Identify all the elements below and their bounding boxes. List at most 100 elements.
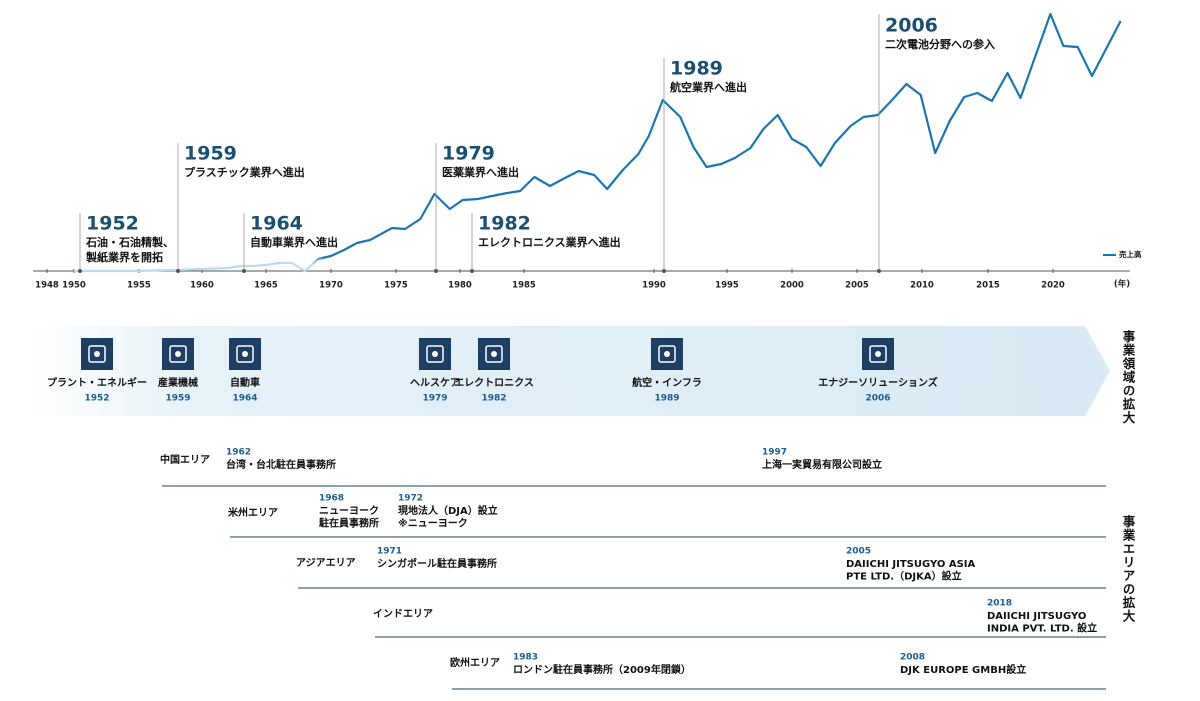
milestone-year: 1989 bbox=[670, 58, 723, 80]
event-text: 上海一実貿易有限公司設立 bbox=[762, 458, 882, 471]
x-tick-label: 1960 bbox=[190, 281, 214, 291]
domain-label: ヘルスケア bbox=[410, 377, 460, 389]
event-year: 1962 bbox=[226, 448, 251, 458]
milestone-year: 1952 bbox=[86, 213, 139, 235]
domain-icon-glyph bbox=[236, 345, 254, 363]
milestone-year: 1959 bbox=[184, 143, 237, 165]
domain-icon-glyph bbox=[875, 351, 881, 357]
milestone-year: 1964 bbox=[250, 213, 303, 235]
domain-year: 1952 bbox=[84, 394, 109, 404]
domain-icon-glyph bbox=[485, 345, 503, 363]
milestone-text: 石油・石油精製、 bbox=[85, 235, 174, 249]
event-text: INDIA PVT. LTD. 設立 bbox=[987, 622, 1097, 635]
domain-band bbox=[33, 326, 1110, 416]
milestone-year: 2006 bbox=[885, 15, 938, 37]
x-tick-label: 1950 bbox=[62, 281, 86, 291]
domain-year: 1989 bbox=[654, 394, 679, 404]
event-text: DJK EUROPE GMBH設立 bbox=[900, 663, 1026, 676]
area-label: アジアエリア bbox=[296, 557, 356, 569]
domain-icon-glyph bbox=[169, 345, 187, 363]
x-tick-label: 1965 bbox=[254, 281, 278, 291]
domain-icon-glyph bbox=[175, 351, 181, 357]
milestone-text: 医薬業界へ進出 bbox=[442, 165, 519, 179]
event-year: 1983 bbox=[513, 653, 538, 663]
x-tick-label: 1948 bbox=[35, 281, 59, 291]
event-year: 1968 bbox=[319, 494, 344, 504]
event-year: 2018 bbox=[987, 599, 1012, 609]
event-text: ニューヨーク bbox=[319, 505, 379, 517]
x-tick-label: 1975 bbox=[384, 281, 408, 291]
milestone-text: 航空業界へ進出 bbox=[670, 80, 747, 94]
event-year: 1997 bbox=[762, 448, 787, 458]
milestone-year: 1979 bbox=[442, 143, 495, 165]
domain-label: 産業機械 bbox=[158, 376, 198, 389]
domain-year: 1979 bbox=[422, 394, 447, 404]
domain-title: 事業領域の拡大 bbox=[1121, 329, 1136, 425]
milestone-dot bbox=[176, 269, 180, 273]
x-tick-label: 2020 bbox=[1041, 281, 1065, 291]
domain-icon-glyph bbox=[242, 351, 248, 357]
event-year: 1972 bbox=[398, 494, 423, 504]
domain-icon-glyph bbox=[94, 351, 100, 357]
domain-label: 自動車 bbox=[230, 376, 260, 389]
domain-icon-glyph bbox=[432, 351, 438, 357]
domain-label: エナジーソリューションズ bbox=[818, 376, 938, 389]
domain-year: 1959 bbox=[165, 394, 190, 404]
domain-icon-glyph bbox=[88, 345, 106, 363]
milestone-text: エレクトロニクス業界へ進出 bbox=[478, 235, 621, 249]
area-label: 米州エリア bbox=[228, 506, 278, 519]
x-tick-label: 1970 bbox=[319, 281, 343, 291]
event-text: DAIICHI JITSUGYO bbox=[987, 611, 1086, 622]
event-text: PTE LTD.（DJKA）設立 bbox=[846, 570, 962, 583]
event-text: 台湾・台北駐在員事務所 bbox=[226, 458, 336, 471]
milestone-text: プラスチック業界へ進出 bbox=[184, 165, 305, 179]
milestone-year: 1982 bbox=[478, 213, 531, 235]
milestone-text: 二次電池分野への参入 bbox=[885, 37, 995, 51]
event-text: シンガポール駐在員事務所 bbox=[377, 557, 497, 570]
x-tick-label: 1980 bbox=[448, 281, 472, 291]
domain-icon-glyph bbox=[869, 345, 887, 363]
event-year: 1971 bbox=[377, 547, 402, 557]
x-tick-label: 1990 bbox=[642, 281, 666, 291]
domain-year: 1982 bbox=[481, 394, 506, 404]
event-text: ロンドン駐在員事務所（2009年閉鎖） bbox=[513, 663, 691, 676]
legend-label: 売上高 bbox=[1119, 249, 1142, 259]
milestone-dot bbox=[662, 269, 666, 273]
event-year: 2008 bbox=[900, 653, 925, 663]
domain-icon-glyph bbox=[491, 351, 497, 357]
x-tick-label: 2005 bbox=[845, 281, 869, 291]
x-tick-label: 2015 bbox=[976, 281, 1000, 291]
milestone-dot bbox=[434, 269, 438, 273]
event-text: 駐在員事務所 bbox=[319, 517, 379, 530]
x-tick-label: 1955 bbox=[127, 281, 151, 291]
domain-year: 1964 bbox=[232, 394, 257, 404]
x-tick-label: 1995 bbox=[715, 281, 739, 291]
x-tick-label: 2000 bbox=[780, 281, 804, 291]
domain-icon-glyph bbox=[426, 345, 444, 363]
domain-label: エレクトロニクス bbox=[454, 377, 534, 389]
milestone-text: 製紙業界を開拓 bbox=[85, 250, 163, 264]
domain-label: 航空・インフラ bbox=[632, 376, 702, 389]
event-text: ※ニューヨーク bbox=[398, 518, 468, 530]
milestone-dot bbox=[470, 269, 474, 273]
milestone-dot bbox=[242, 269, 246, 273]
domain-year: 2006 bbox=[865, 394, 890, 404]
milestone-dot bbox=[78, 269, 82, 273]
area-label: 欧州エリア bbox=[450, 656, 500, 669]
domain-icon-glyph bbox=[664, 351, 670, 357]
event-year: 2005 bbox=[846, 547, 871, 557]
milestone-text: 自動車業界へ進出 bbox=[250, 235, 338, 249]
area-label: インドエリア bbox=[373, 608, 433, 620]
x-unit: (年) bbox=[1114, 279, 1130, 290]
domain-label: プラント・エネルギー bbox=[47, 376, 147, 389]
area-label: 中国エリア bbox=[160, 453, 210, 466]
area-title: 事業エリアの拡大 bbox=[1121, 514, 1136, 623]
x-tick-label: 1985 bbox=[512, 281, 536, 291]
sales-line bbox=[74, 12, 1122, 273]
milestone-dot bbox=[877, 269, 881, 273]
event-text: 現地法人（DJA）設立 bbox=[398, 504, 498, 517]
domain-icon-glyph bbox=[658, 345, 676, 363]
event-text: DAIICHI JITSUGYO ASIA bbox=[846, 559, 975, 570]
